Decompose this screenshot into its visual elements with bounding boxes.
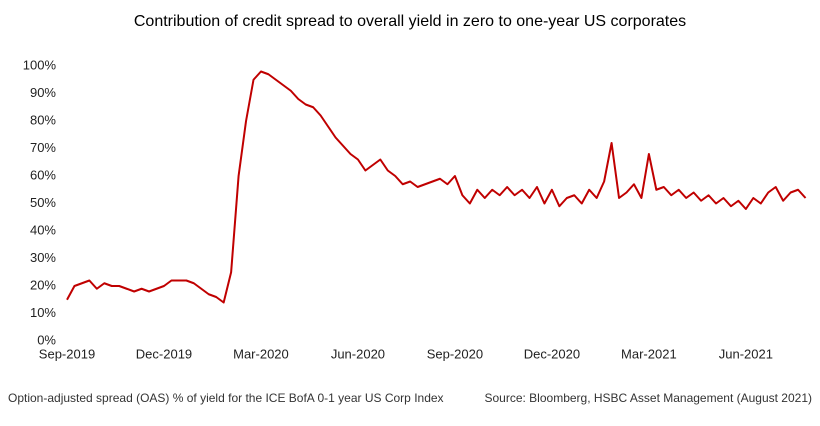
y-tick-label: 70% [30,140,56,155]
y-tick-label: 30% [30,250,56,265]
x-tick-label: Mar-2020 [233,346,289,361]
line [66,70,807,304]
y-tick-label: 100% [23,57,57,72]
x-tick-label: Jun-2021 [719,346,773,361]
y-tick-label: 60% [30,167,56,182]
y-tick-label: 80% [30,112,56,127]
x-tick-label: Sep-2020 [427,346,483,361]
x-tick-label: Mar-2021 [621,346,677,361]
x-tick-label: Jun-2020 [331,346,385,361]
y-tick-label: 50% [30,195,56,210]
x-tick-label: Dec-2020 [524,346,580,361]
y-tick-label: 10% [30,305,56,320]
x-tick-label: Sep-2019 [39,346,95,361]
y-tick-label: 0% [37,332,56,347]
y-tick-label: 90% [30,85,56,100]
source: Source: Bloomberg, HSBC Asset Management… [484,391,812,405]
x-tick-label: Dec-2019 [136,346,192,361]
y-tick-label: 20% [30,277,56,292]
y-tick-label: 40% [30,222,56,237]
chart-title: Contribution of credit spread to overall… [134,13,686,30]
footnote: Option-adjusted spread (OAS) % of yield … [8,391,444,405]
